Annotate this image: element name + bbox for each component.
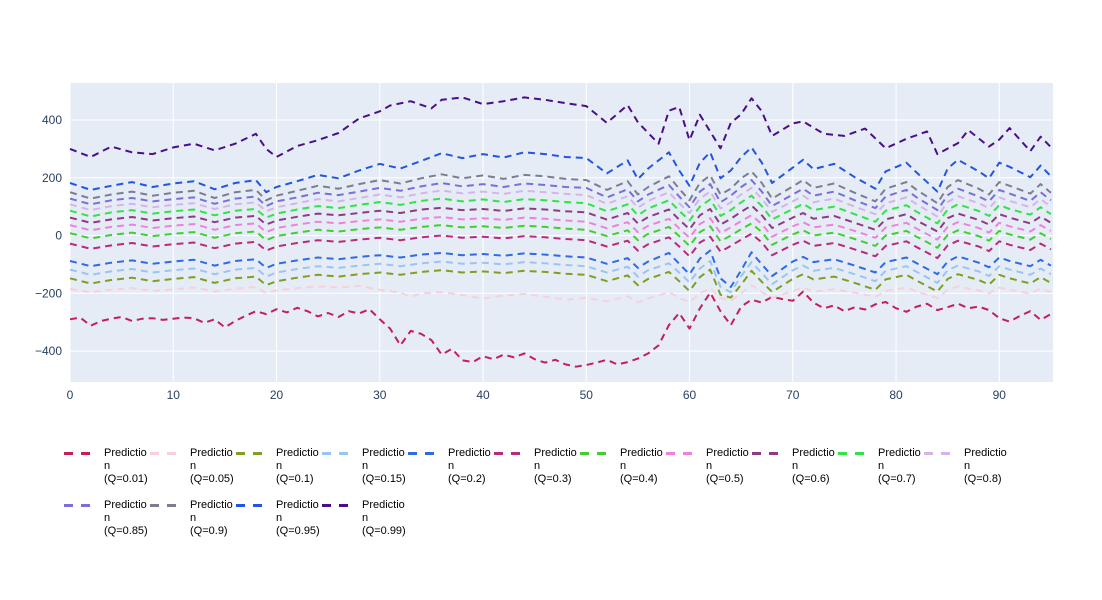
y-tick-label: 0 xyxy=(55,229,62,243)
legend-dash-swatch xyxy=(838,452,870,455)
legend-label: Prediction (Q=0.6) xyxy=(792,447,835,485)
legend-label: Prediction (Q=0.8) xyxy=(964,447,1007,485)
legend-label: Prediction (Q=0.5) xyxy=(706,447,749,485)
legend-item-q0.8[interactable]: Prediction (Q=0.8) xyxy=(924,447,1010,486)
legend-label: Prediction (Q=0.05) xyxy=(190,447,234,485)
plot-area[interactable] xyxy=(70,83,1053,382)
legend-dash-swatch xyxy=(752,452,784,455)
legend-dash-swatch xyxy=(580,452,612,455)
legend-label: Prediction (Q=0.85) xyxy=(104,499,148,537)
legend-item-q0.4[interactable]: Prediction (Q=0.4) xyxy=(580,447,666,486)
series-lines xyxy=(69,96,1052,368)
series-line-q0.7[interactable] xyxy=(69,194,1052,225)
legend-item-q0.05[interactable]: Prediction (Q=0.05) xyxy=(150,447,236,486)
x-tick-label: 80 xyxy=(889,388,903,402)
x-tick-label: 30 xyxy=(373,388,387,402)
series-line-q0.1[interactable] xyxy=(69,268,1052,299)
series-line-q0.01[interactable] xyxy=(69,290,1052,368)
legend-item-q0.5[interactable]: Prediction (Q=0.5) xyxy=(666,447,752,486)
legend-dash-swatch xyxy=(322,452,354,455)
legend-dash-swatch xyxy=(64,452,96,455)
legend-dash-swatch xyxy=(236,452,268,455)
series-line-q0.3[interactable] xyxy=(69,232,1052,260)
series-line-q0.2[interactable] xyxy=(69,249,1052,288)
series-line-q0.8[interactable] xyxy=(69,186,1052,218)
legend-item-q0.01[interactable]: Prediction (Q=0.01) xyxy=(64,447,150,486)
legend-label: Prediction (Q=0.99) xyxy=(362,499,406,537)
legend-item-q0.99[interactable]: Prediction (Q=0.99) xyxy=(322,499,408,538)
legend-label: Prediction (Q=0.95) xyxy=(276,499,320,537)
series-line-q0.95[interactable] xyxy=(69,146,1052,194)
legend-dash-swatch xyxy=(924,452,956,455)
legend-label: Prediction (Q=0.4) xyxy=(620,447,663,485)
legend-item-q0.3[interactable]: Prediction (Q=0.3) xyxy=(494,447,580,486)
x-tick-label: 60 xyxy=(683,388,697,402)
legend-dash-swatch xyxy=(666,452,698,455)
y-tick-label: −400 xyxy=(35,344,62,358)
x-tick-label: 40 xyxy=(476,388,490,402)
y-tick-label: −200 xyxy=(35,286,62,300)
legend-item-q0.85[interactable]: Prediction (Q=0.85) xyxy=(64,499,150,538)
legend-item-q0.95[interactable]: Prediction (Q=0.95) xyxy=(236,499,322,538)
legend-dash-swatch xyxy=(150,504,182,507)
legend-item-q0.7[interactable]: Prediction (Q=0.7) xyxy=(838,447,924,486)
series-line-q0.4[interactable] xyxy=(69,222,1052,249)
legend-label: Prediction (Q=0.7) xyxy=(878,447,921,485)
legend-dash-swatch xyxy=(236,504,268,507)
legend-dash-swatch xyxy=(408,452,440,455)
legend-label: Prediction (Q=0.01) xyxy=(104,447,148,485)
legend-item-q0.9[interactable]: Prediction (Q=0.9) xyxy=(150,499,236,538)
legend-item-q0.1[interactable]: Prediction (Q=0.1) xyxy=(236,447,322,486)
legend-label: Prediction (Q=0.1) xyxy=(276,447,319,485)
x-tick-label: 10 xyxy=(167,388,181,402)
series-line-q0.85[interactable] xyxy=(69,179,1052,212)
x-tick-label: 50 xyxy=(580,388,594,402)
legend: Prediction (Q=0.01) Prediction (Q=0.05) Pr… xyxy=(64,447,1024,551)
legend-item-q0.2[interactable]: Prediction (Q=0.2) xyxy=(408,447,494,486)
x-tick-label: 0 xyxy=(67,388,74,402)
quantile-prediction-chart[interactable]: 0 10 20 30 40 50 60 70 80 90 −400 −200 0 200 400 xyxy=(0,0,1102,432)
y-axis-tick-labels: −400 −200 0 200 400 xyxy=(35,113,62,358)
series-line-q0.99[interactable] xyxy=(69,96,1052,158)
legend-label: Prediction (Q=0.9) xyxy=(190,499,233,537)
y-tick-label: 400 xyxy=(42,113,62,127)
legend-dash-swatch xyxy=(494,452,526,455)
legend-item-q0.15[interactable]: Prediction (Q=0.15) xyxy=(322,447,408,486)
legend-dash-swatch xyxy=(150,452,182,455)
x-axis-tick-labels: 0 10 20 30 40 50 60 70 80 90 xyxy=(67,388,1007,402)
legend-label: Prediction (Q=0.15) xyxy=(362,447,406,485)
y-tick-label: 200 xyxy=(42,171,62,185)
series-line-q0.05[interactable] xyxy=(69,284,1052,304)
legend-dash-swatch xyxy=(322,504,354,507)
x-tick-label: 20 xyxy=(270,388,284,402)
legend-dash-swatch xyxy=(64,504,96,507)
x-tick-label: 90 xyxy=(993,388,1007,402)
legend-item-q0.6[interactable]: Prediction (Q=0.6) xyxy=(752,447,838,486)
series-line-q0.5[interactable] xyxy=(69,214,1052,241)
series-line-q0.9[interactable] xyxy=(69,170,1052,205)
legend-label: Prediction (Q=0.3) xyxy=(534,447,577,485)
x-tick-label: 70 xyxy=(786,388,800,402)
legend-label: Prediction (Q=0.2) xyxy=(448,447,491,485)
series-line-q0.15[interactable] xyxy=(69,260,1052,294)
